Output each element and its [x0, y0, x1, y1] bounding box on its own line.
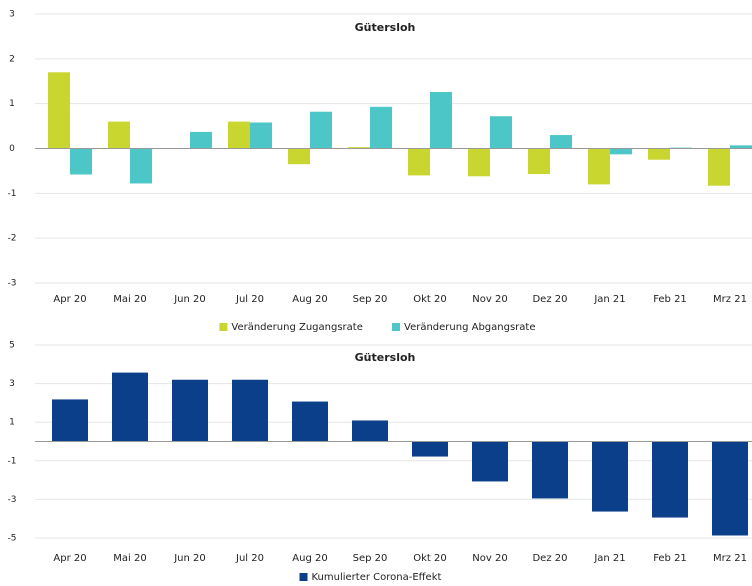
bar — [190, 131, 212, 149]
bar — [172, 379, 208, 442]
y-tick-label: 1 — [9, 99, 15, 109]
x-tick-label: Sep 20 — [353, 553, 388, 564]
bar — [292, 401, 328, 442]
x-tick-label: Okt 20 — [413, 294, 447, 305]
x-tick-label: Jul 20 — [235, 553, 264, 564]
bar — [348, 147, 370, 149]
legend-label: Veränderung Zugangsrate — [231, 322, 362, 333]
x-tick-label: Sep 20 — [353, 294, 388, 305]
legend-label: Kumulierter Corona-Effekt — [312, 572, 442, 583]
x-tick-label: Dez 20 — [532, 553, 567, 564]
x-tick-label: Aug 20 — [292, 553, 327, 564]
y-tick-label: 2 — [9, 54, 15, 64]
bar — [412, 441, 448, 457]
bar — [472, 441, 508, 482]
bar — [592, 441, 628, 512]
legend-swatch — [299, 573, 308, 581]
bar — [430, 92, 452, 149]
y-tick-label: 0 — [9, 144, 15, 154]
y-tick-label: -5 — [8, 534, 17, 544]
bar — [232, 379, 268, 442]
x-tick-label: Nov 20 — [472, 553, 507, 564]
bar — [528, 148, 550, 175]
bar — [310, 111, 332, 149]
x-tick-label: Apr 20 — [53, 553, 86, 564]
chart-title: Gütersloh — [355, 21, 416, 34]
bar — [250, 122, 272, 149]
x-tick-label: Aug 20 — [292, 294, 327, 305]
bar — [130, 148, 152, 184]
y-tick-label: -3 — [8, 279, 17, 289]
bar — [48, 72, 70, 149]
x-tick-label: Jul 20 — [235, 294, 264, 305]
bar — [352, 420, 388, 442]
bar — [468, 148, 490, 177]
bar — [70, 148, 92, 175]
bar — [370, 106, 392, 149]
x-tick-label: Apr 20 — [53, 294, 86, 305]
bar — [52, 399, 88, 442]
bar — [708, 148, 730, 186]
bar — [532, 441, 568, 499]
bar — [408, 148, 430, 176]
x-tick-label: Nov 20 — [472, 294, 507, 305]
bar — [490, 116, 512, 149]
x-tick-label: Mai 20 — [113, 553, 146, 564]
legend-swatch — [219, 323, 228, 331]
x-tick-label: Mai 20 — [113, 294, 146, 305]
x-tick-label: Feb 21 — [653, 553, 687, 564]
bar — [112, 372, 148, 442]
y-tick-label: 1 — [9, 418, 15, 428]
y-tick-label: 5 — [9, 341, 15, 351]
y-tick-label: -2 — [8, 234, 17, 244]
bar — [550, 135, 572, 149]
y-tick-label: 3 — [9, 379, 15, 389]
bar — [712, 441, 748, 536]
bar — [588, 148, 610, 185]
bar — [108, 121, 130, 149]
x-tick-label: Jun 20 — [173, 553, 206, 564]
y-tick-label: -1 — [8, 456, 17, 466]
x-tick-label: Jan 21 — [593, 553, 625, 564]
x-tick-label: Dez 20 — [532, 294, 567, 305]
x-tick-label: Mrz 21 — [713, 294, 747, 305]
legend-label: Veränderung Abgangsrate — [404, 322, 535, 333]
x-tick-label: Okt 20 — [413, 553, 447, 564]
bar — [228, 121, 250, 149]
y-tick-label: -3 — [8, 495, 17, 505]
x-tick-label: Mrz 21 — [713, 553, 747, 564]
x-tick-label: Jun 20 — [173, 294, 206, 305]
chart-title: Gütersloh — [355, 351, 416, 364]
bar — [652, 441, 688, 518]
x-tick-label: Jan 21 — [593, 294, 625, 305]
bar — [288, 148, 310, 165]
x-tick-label: Feb 21 — [653, 294, 687, 305]
y-tick-label: 3 — [9, 10, 15, 20]
y-tick-label: -1 — [8, 189, 17, 199]
bar — [648, 148, 670, 160]
bar — [730, 145, 752, 149]
bar — [610, 148, 632, 155]
legend-swatch — [392, 323, 400, 331]
